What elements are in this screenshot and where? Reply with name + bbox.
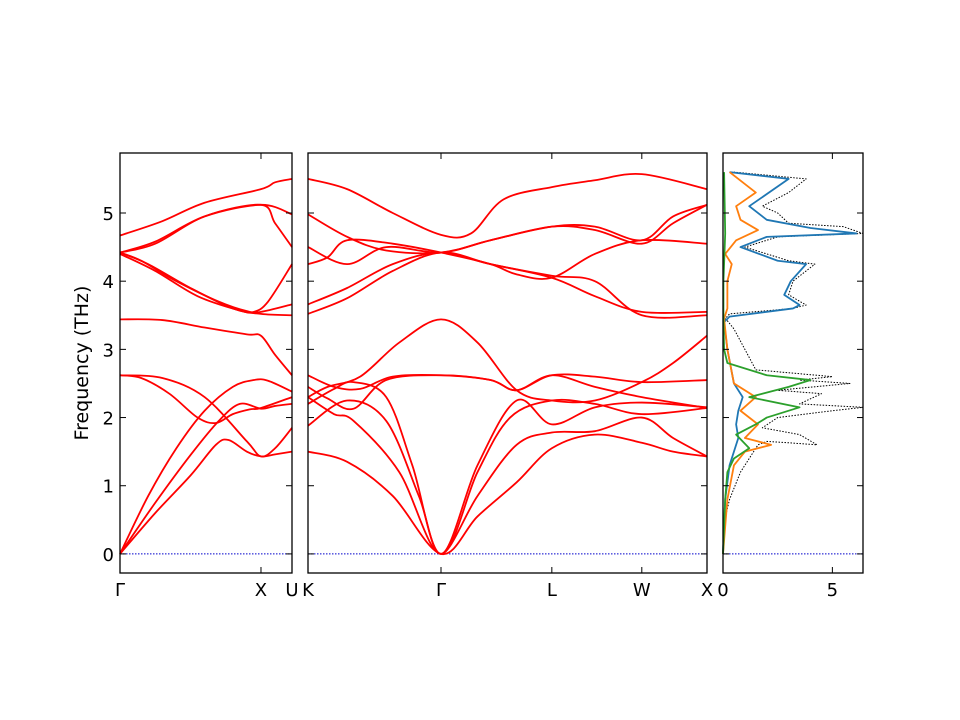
phonon-band-line [119,251,293,314]
high-symmetry-point-label: Γ [436,580,446,601]
phonon-band-line [307,373,708,409]
phonon-band-line [119,374,293,458]
dos-curve-dos-total [722,171,864,527]
phonon-band-line [307,380,708,555]
y-tick-label: 2 [103,409,114,430]
axes-frame [722,152,864,574]
phonon-band-line [307,203,708,266]
high-symmetry-point-label: K [302,580,315,601]
y-tick-label: 5 [103,204,114,225]
phonon-band-line [119,253,293,314]
high-symmetry-point-label: X [255,580,267,601]
dos-curve-dos-2 [722,171,773,554]
axes-frame [119,152,293,574]
phonon-band-line [119,251,293,317]
phonon-band-line [119,402,293,555]
phonon-band-line [119,178,293,237]
high-symmetry-point-label: X [701,580,713,601]
dos-curve-dos-1 [722,171,858,554]
phonon-band-line [307,399,708,555]
y-tick-label: 0 [103,545,114,566]
phonon-band-line [307,396,708,555]
phonon-band-line [119,374,293,425]
y-axis-label: Frequency (THz) [71,286,93,441]
high-symmetry-point-label: U [285,580,298,601]
phonon-band-line [307,238,708,280]
phonon-band-line [307,204,708,255]
dos-curve-dos-3 [722,172,812,554]
phonon-band-line [307,433,708,555]
x-tick-label: 0 [717,580,728,601]
phonon-band-line [307,318,708,404]
high-symmetry-point-label: L [547,580,557,601]
phonon-band-line [307,172,708,239]
dispersion-panel-gamma-x-u: 0 1 2 3 4 5 Γ X U [103,152,299,601]
phonon-band-line [119,438,293,555]
x-tick-label: 5 [827,580,838,601]
phonon-band-line [119,318,293,376]
y-tick-label: 4 [103,272,114,293]
phonon-band-line [119,203,293,254]
phonon-band-line [119,378,293,555]
y-tick-label: 1 [103,477,114,498]
high-symmetry-point-label: W [633,580,651,601]
y-tick-label: 3 [103,340,114,361]
phonon-band-line [307,251,708,315]
high-symmetry-point-label: Γ [115,580,125,601]
axes-frame [307,152,708,574]
